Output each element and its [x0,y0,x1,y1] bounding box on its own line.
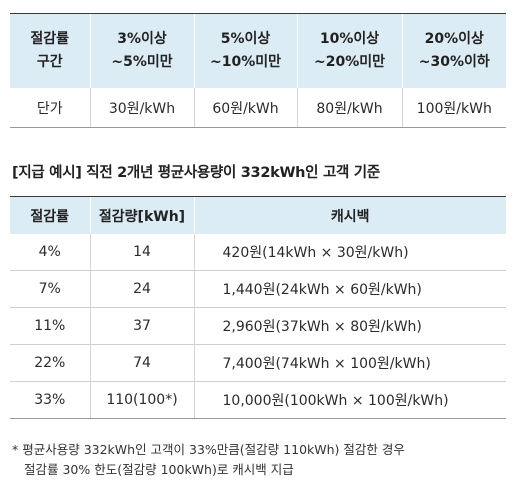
cashback-cell-rate: 11% [10,307,90,345]
header-line: 10%이상 [319,31,380,47]
rate-cell-label: 단가 [10,88,90,128]
rate-cell: 30원/kWh [89,88,194,128]
cashback-cell-rate: 7% [10,270,90,308]
cashback-cell-rate: 4% [10,234,90,271]
cashback-header-cashback: 캐시백 [193,196,506,234]
footnote-line-1: * 평균사용량 332kWh인 고객이 33%만큼(절감량 110kWh) 절감… [12,442,405,457]
rate-cell: 60원/kWh [193,88,297,128]
header-line: ~20%미만 [313,54,385,70]
header-line: 20%이상 [424,31,484,47]
header-line: 절감률 [30,31,70,47]
header-line: 5%이상 [220,31,271,47]
cashback-table: 절감률 절감량[kWh] 캐시백 4% 14 420원(14kWh × 30원/… [10,196,506,419]
footnote-line-2: 절감률 30% 한도(절감량 100kWh)로 캐시백 지급 [24,462,294,477]
footnote: * 평균사용량 332kWh인 고객이 33%만큼(절감량 110kWh) 절감… [12,440,512,480]
header-line: 3%이상 [117,31,167,47]
rate-cell: 100원/kWh [401,88,506,128]
table-row: 33% 110(100*) 10,000원(100kWh × 100원/kWh) [10,381,506,419]
cashback-cell-amount: 24 [89,270,194,308]
cashback-cell-rate: 22% [10,344,90,382]
header-line: ~30%이하 [418,54,490,70]
rate-cell: 80원/kWh [296,88,402,128]
cashback-table-header-row: 절감률 절감량[kWh] 캐시백 [10,196,506,234]
cashback-cell-value: 420원(14kWh × 30원/kWh) [193,234,506,271]
cashback-cell-amount: 14 [89,234,194,271]
table-row: 11% 37 2,960원(37kWh × 80원/kWh) [10,307,506,345]
rate-header-10-20: 10%이상 ~20%미만 [296,13,402,88]
example-title: [지급 예시] 직전 2개년 평균사용량이 332kWh인 고객 기준 [12,165,380,181]
rate-header-20-30: 20%이상 ~30%이하 [401,13,506,88]
cashback-cell-value: 2,960원(37kWh × 80원/kWh) [193,307,506,345]
rate-header-5-10: 5%이상 ~10%미만 [193,13,297,88]
header-line: ~5%미만 [111,54,173,70]
rate-table-row: 단가 30원/kWh 60원/kWh 80원/kWh 100원/kWh [10,88,506,128]
header-line: ~10%미만 [209,54,281,70]
cashback-header-rate: 절감률 [10,196,90,234]
cashback-cell-amount: 74 [89,344,194,382]
cashback-cell-value: 1,440원(24kWh × 60원/kWh) [193,270,506,308]
cashback-cell-amount: 110(100*) [89,381,194,419]
table-row: 7% 24 1,440원(24kWh × 60원/kWh) [10,270,506,308]
table-row: 4% 14 420원(14kWh × 30원/kWh) [10,234,506,271]
cashback-cell-amount: 37 [89,307,194,345]
rate-header-3-5: 3%이상 ~5%미만 [89,13,194,88]
table-row: 22% 74 7,400원(74kWh × 100원/kWh) [10,344,506,382]
cashback-cell-rate: 33% [10,381,90,419]
cashback-cell-value: 7,400원(74kWh × 100원/kWh) [193,344,506,382]
header-line: 구간 [36,54,63,70]
cashback-cell-value: 10,000원(100kWh × 100원/kWh) [193,381,506,419]
cashback-header-amount: 절감량[kWh] [89,196,194,234]
